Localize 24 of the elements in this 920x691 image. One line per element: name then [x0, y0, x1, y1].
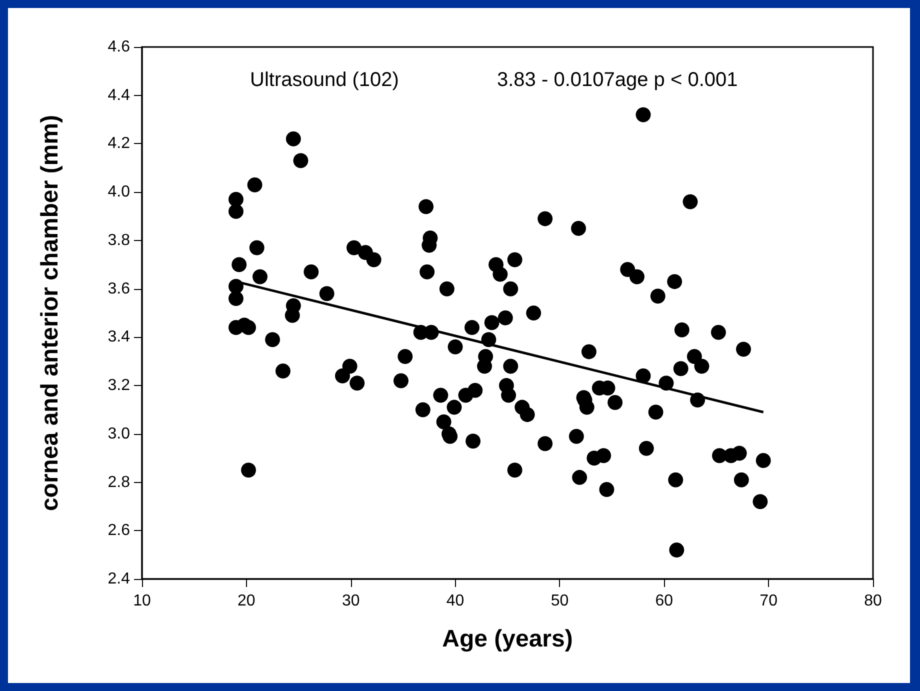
x-axis-title: Age (years)	[442, 626, 573, 652]
x-tick-label: 70	[760, 592, 778, 610]
x-tick-label: 30	[342, 592, 360, 610]
x-tick-label: 20	[238, 592, 256, 610]
y-tick-label: 3.6	[108, 280, 130, 298]
y-tick-label: 4.4	[108, 86, 130, 104]
y-tick-label: 2.8	[108, 474, 130, 491]
y-tick-label: 3.8	[108, 232, 130, 249]
y-axis-title: cornea and anterior chamber (mm)	[36, 114, 64, 512]
y-tick-label: 3.0	[108, 425, 130, 442]
x-tick-label: 40	[446, 592, 464, 610]
y-tick-label: 3.2	[108, 377, 130, 394]
y-tick-label: 4.0	[108, 184, 130, 201]
annotation: Ultrasound (102)	[250, 69, 399, 91]
x-tick-label: 50	[550, 592, 569, 610]
y-tick-label: 2.4	[108, 570, 130, 588]
y-tick-label: 3.4	[108, 328, 130, 346]
y-tick-label: 4.6	[108, 38, 130, 56]
y-tick-label: 2.6	[108, 522, 130, 540]
x-tick-label: 80	[864, 592, 882, 610]
y-tick-label: 4.2	[108, 135, 130, 152]
x-tick-label: 10	[133, 592, 151, 610]
annotation: 3.83 - 0.0107age p < 0.001	[497, 69, 738, 91]
x-tick-label: 60	[655, 592, 674, 610]
